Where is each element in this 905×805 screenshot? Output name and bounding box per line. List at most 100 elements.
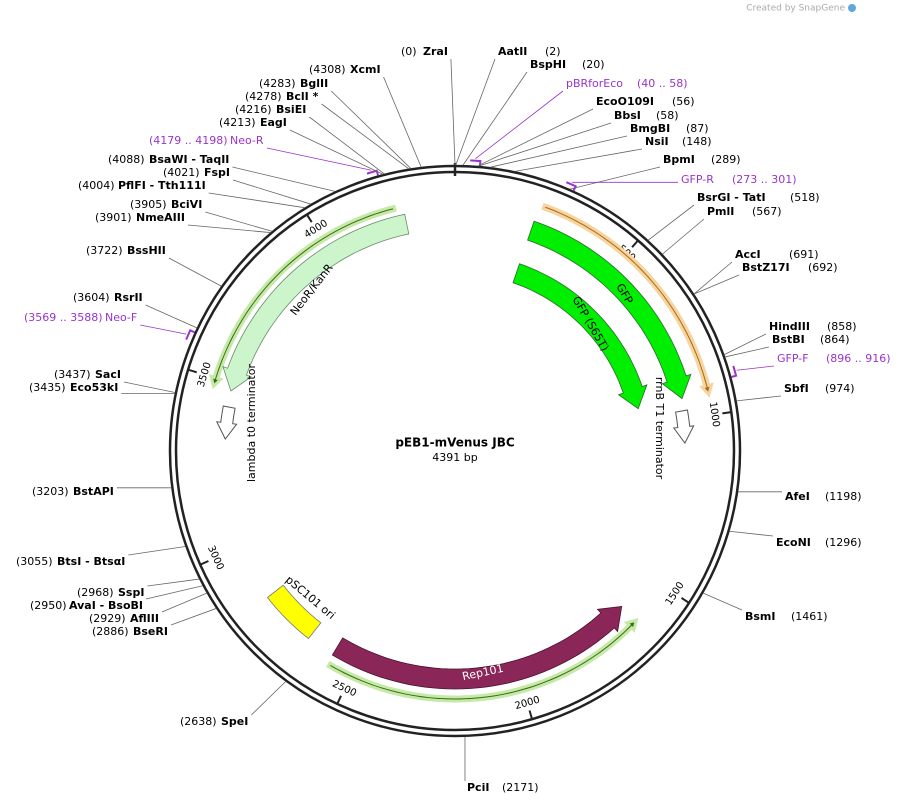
site-name: SspI	[118, 586, 144, 599]
site-name: AflIII	[130, 612, 159, 625]
site-leader	[490, 135, 628, 168]
site-position: (3722)	[86, 244, 123, 257]
enzyme-site: (289) BpmI	[569, 153, 741, 190]
site-name: AatII	[498, 45, 527, 58]
site-leader	[729, 530, 774, 537]
enzyme-site: (1296) EcoNI	[729, 530, 862, 549]
site-name: EcoO109I	[596, 95, 654, 108]
site-leader	[724, 333, 767, 355]
site-leader	[232, 179, 311, 205]
site-name: RsrII	[114, 291, 143, 304]
site-leader	[462, 71, 528, 166]
site-name: PmlI	[707, 205, 734, 218]
ruler-label: 1000	[707, 401, 721, 428]
site-leader	[455, 58, 496, 166]
site-leader	[703, 592, 743, 611]
site-name: BbsI	[614, 109, 641, 122]
site-name: BstZ17I	[742, 261, 790, 274]
enzyme-site: (4004) PflFI - Tth111I	[78, 179, 305, 209]
site-leader	[205, 211, 273, 232]
site-name: EagI	[260, 116, 287, 129]
site-leader	[662, 218, 705, 255]
site-position: (4308)	[309, 63, 346, 76]
site-name: SbfI	[784, 382, 809, 395]
site-name: BstBI	[772, 333, 805, 346]
enzyme-site: (4308) XcmI	[309, 63, 422, 168]
site-position: (56)	[672, 95, 695, 108]
enzyme-site: (974) SbfI	[736, 382, 855, 402]
site-position: (0)	[401, 45, 417, 58]
site-name: BstAPI	[73, 485, 114, 498]
site-leader	[321, 103, 410, 170]
enzyme-site: (148) NsiI	[514, 135, 712, 172]
map-subtitle: 4391 bp	[432, 451, 477, 464]
enzyme-site: (2) AatII	[455, 45, 561, 166]
site-position: (864)	[820, 333, 850, 346]
site-leader	[168, 257, 222, 287]
site-name: BsiEI	[276, 103, 306, 116]
site-leader	[266, 147, 372, 171]
site-position: (4213)	[219, 116, 256, 129]
site-name: BciVI	[171, 198, 202, 211]
enzyme-site: (2886) BseRI	[92, 608, 217, 638]
site-leader	[736, 365, 775, 371]
enzyme-site: (4216) BsiEI	[235, 103, 385, 175]
site-name: XcmI	[350, 63, 381, 76]
site-position: (4179 .. 4198)	[149, 134, 228, 147]
site-name: SpeI	[221, 715, 248, 728]
site-name: PciI	[467, 781, 489, 794]
feature-terminator	[215, 405, 238, 440]
site-leader	[289, 129, 384, 175]
site-position: (2171)	[502, 781, 539, 794]
enzyme-site: (3437) SacI	[54, 368, 176, 393]
site-position: (3055)	[16, 555, 53, 568]
enzyme-site: (3203) BstAPI	[32, 485, 172, 498]
site-name: ZraI	[423, 45, 448, 58]
site-name: BtsI - BtsαI	[57, 555, 125, 568]
site-name: GFP-F	[777, 352, 809, 365]
credit: Created by SnapGene	[746, 4, 845, 14]
orf-arrow	[326, 617, 639, 703]
site-position: (858)	[827, 320, 857, 333]
feature-label: rrnB T1 terminator	[653, 377, 666, 480]
enzyme-site: (4213) EagI	[219, 116, 384, 175]
enzyme-site: (2950) AvaI - BsoBI	[30, 585, 203, 612]
site-name: FspI	[204, 166, 230, 179]
primer-mark	[185, 328, 196, 341]
enzyme-site: (3901) NmeAIII	[95, 211, 271, 233]
ruler-label: 2000	[514, 694, 542, 712]
site-position: (4004)	[78, 179, 115, 192]
site-position: (4216)	[235, 103, 272, 116]
ruler-label: 1500	[664, 580, 687, 607]
site-name: BmgBI	[630, 122, 670, 135]
site-position: (4088)	[108, 153, 145, 166]
ruler-label: 2500	[330, 679, 358, 700]
ruler-tick	[722, 411, 732, 415]
site-name: BssHII	[127, 244, 166, 257]
site-position: (567)	[752, 205, 782, 218]
enzyme-site: (3055) BtsI - BtsαI	[16, 546, 186, 568]
site-leader	[145, 585, 203, 600]
enzyme-site: (4283) BglII	[259, 77, 412, 169]
ruler-tick	[631, 239, 639, 248]
site-leader	[475, 90, 564, 160]
feature-rep101	[331, 606, 623, 690]
site-position: (4283)	[259, 77, 296, 90]
site-leader	[123, 381, 176, 393]
feature-neor	[222, 213, 410, 392]
site-name: BsmI	[745, 610, 776, 623]
site-name: BspHI	[530, 58, 566, 71]
enzyme-site: (4088) BsaWI - TaqII	[108, 153, 336, 192]
ruler-tick	[306, 214, 313, 223]
site-name: GFP-R	[681, 173, 714, 186]
site-leader	[330, 90, 412, 169]
site-leader	[170, 608, 217, 626]
site-position: (3203)	[32, 485, 69, 498]
enzyme-site: (4278) BclI *	[245, 90, 410, 170]
enzyme-site: (4021) FspI	[163, 166, 311, 205]
site-leader	[208, 192, 305, 209]
site-position: (2886)	[92, 625, 129, 638]
site-leader	[187, 224, 271, 233]
site-name: pBRforEco	[566, 77, 623, 90]
